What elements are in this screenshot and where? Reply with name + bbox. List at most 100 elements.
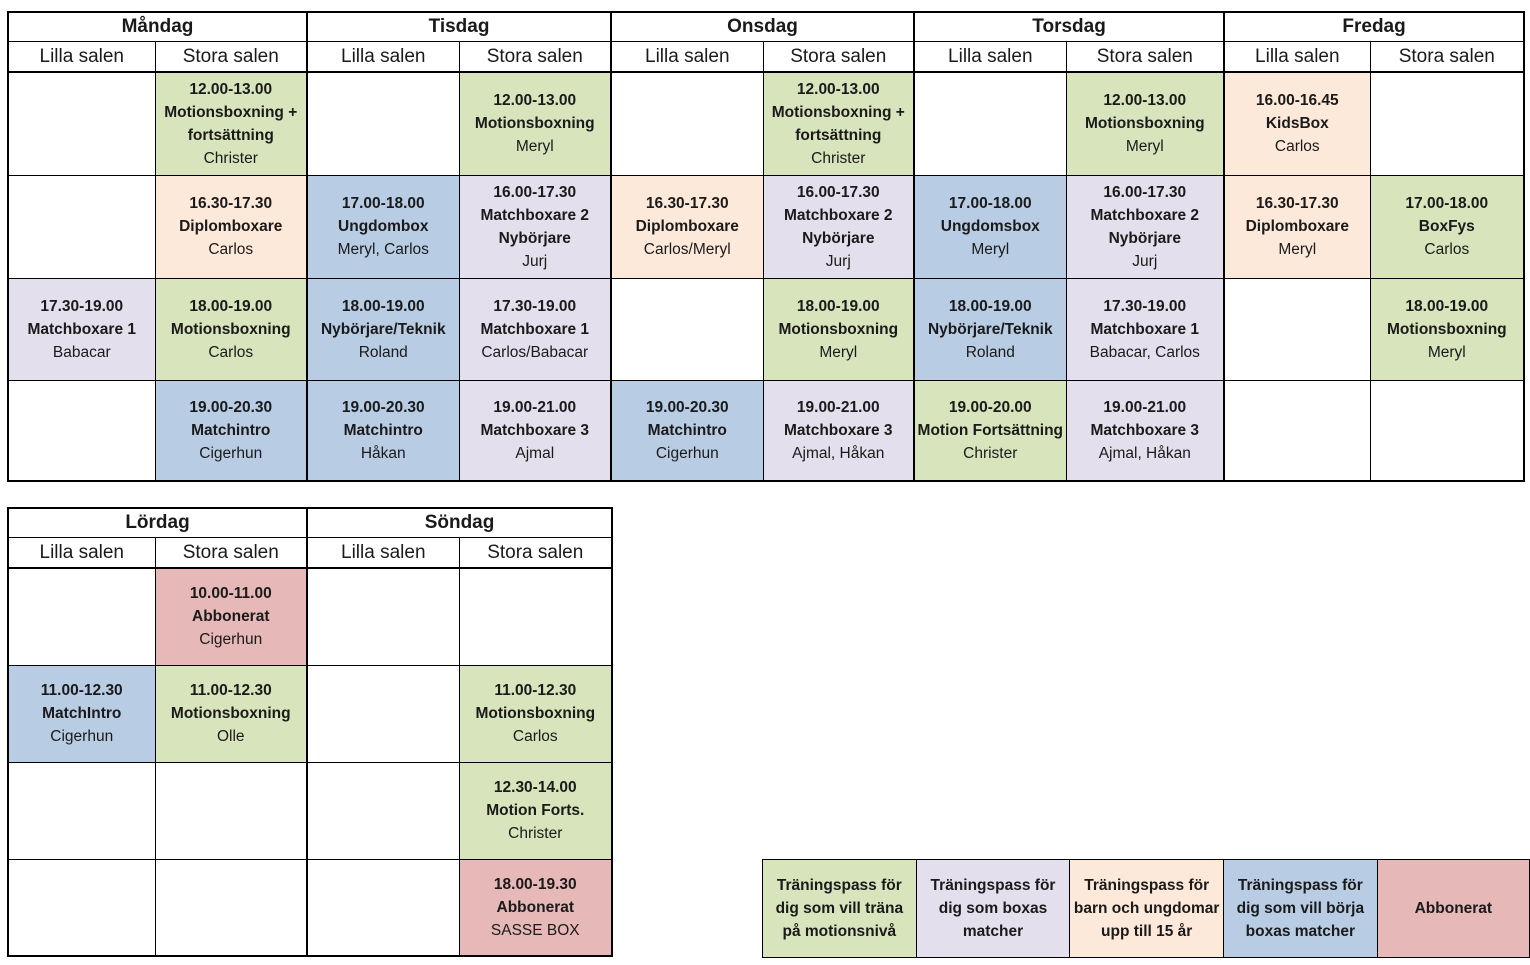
timeslot-row: 10.00-11.00 Abbonerat Cigerhun (7, 567, 613, 666)
empty-slot (7, 858, 156, 957)
class-session: 18.00-19.30 Abbonerat SASSE BOX (458, 858, 613, 957)
session-time: 19.00-20.30 (645, 398, 729, 416)
hall-header-lilla: Lilla salen (1223, 41, 1371, 73)
session-time: 17.30-19.00 (40, 297, 124, 315)
session-name: Matchboxare 1 (480, 320, 590, 338)
class-session: 16.00-16.45 KidsBox Carlos (1223, 71, 1371, 176)
session-name: Matchboxare 2 Nybörjare (480, 206, 590, 247)
session-time: 16.30-17.30 (645, 195, 729, 212)
session-time: 16.00-17.30 (493, 183, 577, 201)
class-session: 16.00-17.30 Matchboxare 2 Nybörjare Jurj (1065, 174, 1225, 279)
timeslot-row: 12.30-14.00 Motion Forts. Christer (7, 761, 613, 860)
session-time: 17.00-18.00 (1405, 195, 1489, 212)
session-instructor: Cigerhun (50, 728, 114, 745)
empty-slot (1223, 277, 1371, 381)
session-instructor: Carlos (208, 241, 254, 258)
class-session: 19.00-20.30 Matchintro Cigerhun (154, 379, 308, 482)
class-session: 16.30-17.30 Diplomboxare Carlos (154, 174, 308, 279)
legend-item: Träningspass för dig som vill träna på m… (762, 859, 917, 958)
session-instructor: Meryl (971, 241, 1010, 258)
class-session: 19.00-20.30 Matchintro Cigerhun (610, 379, 764, 482)
session-name: Motionsboxning (475, 705, 596, 722)
session-name: Matchboxare 1 (1090, 320, 1200, 338)
class-session: 12.00-13.00 Motionsboxning + fortsättning… (762, 71, 915, 176)
legend-item: Träningspass för barn och ungdomar upp t… (1069, 859, 1225, 958)
class-session: 19.00-20.00 Motion Fortsättning Christer (913, 379, 1067, 482)
hall-header-lilla: Lilla salen (7, 537, 156, 569)
legend-item: Träningspass för dig som vill börja boxa… (1223, 859, 1378, 958)
empty-slot (306, 567, 460, 666)
session-time: 18.00-19.00 (1405, 297, 1489, 315)
session-instructor: Cigerhun (199, 444, 263, 462)
session-instructor: Carlos (1274, 138, 1320, 156)
empty-slot (154, 858, 308, 957)
session-name: Matchboxare 2 Nybörjare (1090, 206, 1200, 247)
empty-slot (306, 71, 460, 176)
session-name: Ungdombox (338, 218, 429, 235)
hall-header-stora: Stora salen (458, 537, 613, 569)
empty-slot (154, 761, 308, 860)
session-instructor: Cigerhun (199, 631, 263, 649)
empty-slot (7, 71, 156, 176)
weekend-schedule-table: Lördag Söndag Lilla salen Stora salen Lilla… (7, 507, 614, 957)
class-session: 11.00-12.30 MatchIntro Cigerhun (7, 664, 156, 763)
class-session: 11.00-12.30 Motionsboxning Carlos (458, 664, 613, 763)
session-instructor: Håkan (360, 444, 406, 462)
class-session: 18.00-19.00 Motionsboxning Meryl (762, 277, 915, 381)
empty-slot (1369, 71, 1525, 176)
session-time: 19.00-21.00 (1103, 398, 1187, 416)
hall-header-row: Lilla salen Stora salen Lilla salen Stora s… (7, 41, 1525, 73)
class-session: 17.30-19.00 Matchboxare 1 Babacar, Carlos (1065, 277, 1225, 381)
class-session: 18.00-19.00 Nybörjare/Teknik Roland (306, 277, 460, 381)
session-time: 17.00-18.00 (948, 195, 1032, 212)
empty-slot (610, 71, 764, 176)
class-session: 19.00-21.00 Matchboxare 3 Ajmal, Håkan (762, 379, 915, 482)
class-session: 10.00-11.00 Abbonerat Cigerhun (154, 567, 308, 666)
class-session: 12.30-14.00 Motion Forts. Christer (458, 761, 613, 860)
session-time: 19.00-20.00 (948, 398, 1032, 416)
session-name: Matchintro (191, 421, 271, 439)
session-name: Matchboxare 3 (480, 421, 590, 439)
session-name: Motionsboxning + fortsättning (164, 103, 298, 144)
timeslot-row: 11.00-12.30 MatchIntro Cigerhun 11.00-12.30… (7, 664, 613, 763)
session-time: 12.00-13.00 (796, 80, 880, 98)
session-name: Motion Forts. (486, 802, 585, 819)
session-name: Motionsboxning (778, 320, 899, 338)
class-session: 16.00-17.30 Matchboxare 2 Nybörjare Jurj (458, 174, 612, 279)
day-header: Söndag (306, 507, 613, 538)
session-name: Matchintro (647, 421, 727, 439)
hall-header-lilla: Lilla salen (913, 41, 1067, 73)
day-header: Fredag (1223, 11, 1525, 42)
session-instructor: Meryl, Carlos (337, 241, 429, 258)
class-session: 12.00-13.00 Motionsboxning Meryl (458, 71, 612, 176)
legend-item: Träningspass för dig som boxas matcher (915, 859, 1071, 958)
hall-header-stora: Stora salen (458, 41, 612, 73)
empty-slot (7, 567, 156, 666)
session-instructor: Jurj (825, 252, 851, 270)
class-session: 17.00-18.00 Ungdombox Meryl, Carlos (306, 174, 460, 279)
timeslot-row: 16.30-17.30 Diplomboxare Carlos 17.00-18.00… (7, 174, 1525, 279)
session-instructor: Meryl (1278, 241, 1317, 258)
session-instructor: Carlos/Meryl (643, 241, 731, 258)
session-name: Diplomboxare (179, 218, 283, 235)
session-time: 18.00-19.00 (341, 297, 425, 315)
session-time: 17.30-19.00 (1103, 297, 1187, 315)
session-instructor: Meryl (1125, 138, 1164, 156)
empty-slot (458, 567, 613, 666)
empty-slot (913, 71, 1067, 176)
session-instructor: Carlos (1424, 241, 1470, 258)
session-time: 17.30-19.00 (493, 297, 577, 315)
day-header: Lördag (7, 507, 308, 538)
session-instructor: Roland (965, 343, 1015, 361)
session-instructor: Carlos/Babacar (481, 343, 589, 361)
session-time: 16.00-17.30 (1103, 183, 1187, 201)
session-name: MatchIntro (42, 705, 122, 722)
session-name: Motionsboxning (170, 320, 291, 338)
session-time: 19.00-20.30 (189, 398, 273, 416)
class-session: 18.00-19.00 Motionsboxning Carlos (154, 277, 308, 381)
session-name: Abbonerat (192, 608, 270, 626)
session-time: 18.00-19.00 (189, 297, 273, 315)
class-session: 11.00-12.30 Motionsboxning Olle (154, 664, 308, 763)
session-name: Ungdomsbox (940, 218, 1040, 235)
session-time: 11.00-12.30 (40, 682, 123, 699)
